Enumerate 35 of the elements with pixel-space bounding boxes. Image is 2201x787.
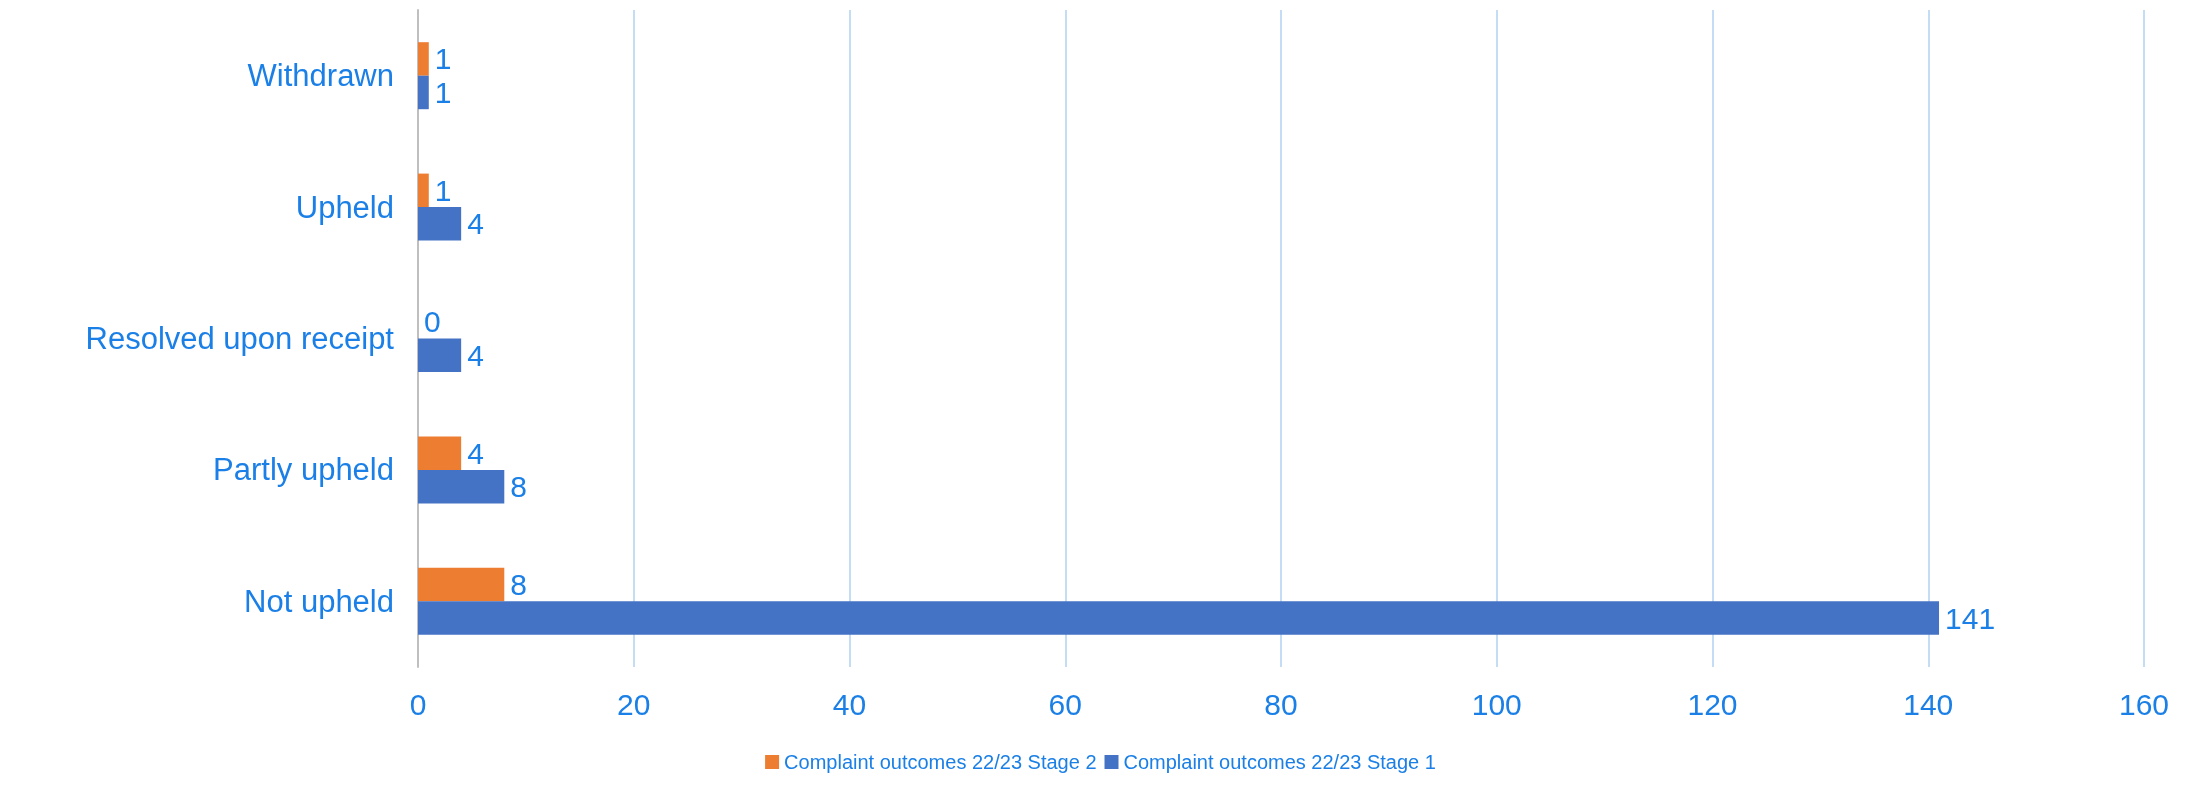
bar bbox=[418, 436, 462, 470]
x-tick-label: 160 bbox=[2118, 687, 2170, 721]
x-tick-label: 0 bbox=[409, 687, 427, 721]
bar bbox=[418, 173, 429, 208]
bar bbox=[418, 567, 505, 602]
x-tick-label: 20 bbox=[617, 687, 651, 721]
data-label: 4 bbox=[467, 207, 484, 241]
data-label: 4 bbox=[467, 338, 484, 372]
y-tick-label: Partly upheld bbox=[213, 452, 394, 488]
data-label: 1 bbox=[434, 173, 452, 207]
y-tick-label: Upheld bbox=[295, 189, 394, 225]
x-tick-label: 80 bbox=[1264, 687, 1298, 721]
data-label: 4 bbox=[467, 436, 484, 470]
x-tick-label: 120 bbox=[1687, 687, 1738, 721]
data-label: 8 bbox=[510, 568, 527, 602]
bar bbox=[418, 75, 429, 110]
legend-label: Complaint outcomes 22/23 Stage 2 bbox=[784, 751, 1097, 773]
data-label: 8 bbox=[510, 470, 527, 504]
bar bbox=[418, 601, 1940, 635]
bar bbox=[418, 338, 462, 373]
data-label: 141 bbox=[1945, 601, 1996, 635]
bar bbox=[418, 469, 505, 504]
x-tick-label: 60 bbox=[1048, 687, 1082, 721]
bar bbox=[418, 42, 429, 76]
legend-label: Complaint outcomes 22/23 Stage 1 bbox=[1123, 751, 1436, 773]
y-tick-label: Not upheld bbox=[244, 583, 394, 619]
bar bbox=[418, 207, 462, 241]
y-tick-label: Resolved upon receipt bbox=[85, 321, 395, 356]
data-label: 1 bbox=[434, 75, 452, 109]
y-tick-label: Withdrawn bbox=[247, 58, 394, 94]
data-label: 1 bbox=[434, 42, 452, 76]
data-label: 0 bbox=[424, 305, 441, 339]
x-tick-label: 40 bbox=[832, 687, 867, 721]
x-tick-label: 100 bbox=[1471, 687, 1522, 721]
x-tick-label: 140 bbox=[1903, 687, 1954, 721]
